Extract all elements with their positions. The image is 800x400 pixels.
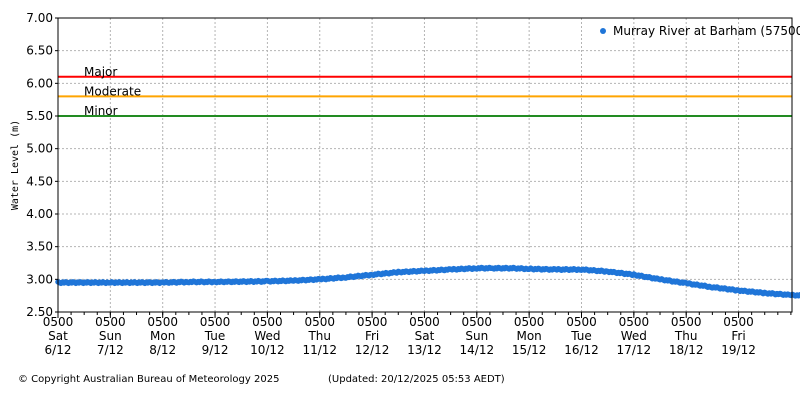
x-tick-label: 10/12 bbox=[250, 343, 285, 357]
x-tick-label: 0500 bbox=[200, 315, 231, 329]
x-tick-label: Mon bbox=[150, 329, 175, 343]
x-tick-label: 12/12 bbox=[355, 343, 390, 357]
y-tick-label: 7.00 bbox=[26, 11, 53, 25]
y-tick-label: 3.50 bbox=[26, 240, 53, 254]
plot-frame bbox=[57, 17, 793, 313]
plot-area bbox=[58, 18, 792, 312]
y-tick-label: 5.50 bbox=[26, 109, 53, 123]
threshold-label-major: Major bbox=[84, 65, 117, 79]
flood-thresholds: Major Moderate Minor bbox=[58, 65, 792, 118]
updated-timestamp: (Updated: 20/12/2025 05:53 AEDT) bbox=[328, 374, 505, 385]
x-tick-label: 0500 bbox=[95, 315, 126, 329]
x-tick-label: 13/12 bbox=[407, 343, 442, 357]
x-tick-label: 0500 bbox=[619, 315, 650, 329]
y-tick-label: 3.00 bbox=[26, 272, 53, 286]
x-tick-label: 0500 bbox=[304, 315, 335, 329]
x-tick-label: 0500 bbox=[566, 315, 597, 329]
x-tick-label: 17/12 bbox=[617, 343, 652, 357]
series bbox=[55, 264, 800, 299]
x-tick-label: Thu bbox=[674, 329, 698, 343]
x-tick-label: Mon bbox=[516, 329, 541, 343]
legend-label: Murray River at Barham (575000) bbox=[613, 24, 800, 38]
x-tick-label: Sun bbox=[465, 329, 488, 343]
x-axis: 0500Sat6/120500Sun7/120500Mon8/120500Tue… bbox=[43, 312, 792, 357]
x-tick-label: 7/12 bbox=[97, 343, 124, 357]
y-axis: 2.50 3.00 3.50 4.00 4.50 5.00 5.50 6.00 6.50 7.00 bbox=[26, 11, 58, 319]
x-tick-label: 11/12 bbox=[302, 343, 337, 357]
x-tick-label: Fri bbox=[731, 329, 745, 343]
y-tick-label: 2.50 bbox=[26, 305, 53, 319]
x-tick-label: Tue bbox=[570, 329, 592, 343]
x-tick-label: 16/12 bbox=[564, 343, 599, 357]
x-tick-label: Thu bbox=[307, 329, 331, 343]
y-axis-label: Water Level (m) bbox=[10, 120, 21, 210]
x-tick-label: 0500 bbox=[514, 315, 545, 329]
y-tick-label: 6.00 bbox=[26, 76, 53, 90]
x-tick-label: Wed bbox=[254, 329, 280, 343]
x-tick-label: 0500 bbox=[671, 315, 702, 329]
x-tick-label: Sun bbox=[99, 329, 122, 343]
x-tick-label: 0500 bbox=[147, 315, 178, 329]
x-tick-label: 19/12 bbox=[721, 343, 756, 357]
x-tick-label: Sat bbox=[48, 329, 68, 343]
x-tick-label: Sat bbox=[415, 329, 435, 343]
y-tick-label: 4.00 bbox=[26, 207, 53, 221]
x-tick-label: 8/12 bbox=[149, 343, 176, 357]
x-tick-label: 6/12 bbox=[45, 343, 72, 357]
x-tick-label: 0500 bbox=[462, 315, 493, 329]
legend: Murray River at Barham (575000) bbox=[600, 24, 800, 38]
y-tick-label: 6.50 bbox=[26, 44, 53, 58]
x-tick-label: 0500 bbox=[43, 315, 74, 329]
legend-marker bbox=[600, 28, 606, 34]
series-line bbox=[55, 264, 800, 299]
y-tick-label: 5.00 bbox=[26, 142, 53, 156]
copyright-notice: © Copyright Australian Bureau of Meteoro… bbox=[18, 374, 280, 385]
x-tick-label: 0500 bbox=[357, 315, 388, 329]
x-tick-label: 9/12 bbox=[202, 343, 229, 357]
threshold-label-minor: Minor bbox=[84, 104, 118, 118]
x-tick-label: 18/12 bbox=[669, 343, 704, 357]
x-tick-label: 0500 bbox=[723, 315, 754, 329]
x-tick-label: Wed bbox=[621, 329, 647, 343]
y-tick-label: 4.50 bbox=[26, 174, 53, 188]
threshold-label-moderate: Moderate bbox=[84, 84, 141, 98]
x-tick-label: 14/12 bbox=[460, 343, 495, 357]
x-tick-label: 0500 bbox=[252, 315, 283, 329]
x-tick-label: 15/12 bbox=[512, 343, 547, 357]
x-tick-label: Fri bbox=[365, 329, 379, 343]
x-tick-label: 0500 bbox=[409, 315, 440, 329]
x-tick-label: Tue bbox=[204, 329, 226, 343]
grid bbox=[58, 18, 792, 312]
